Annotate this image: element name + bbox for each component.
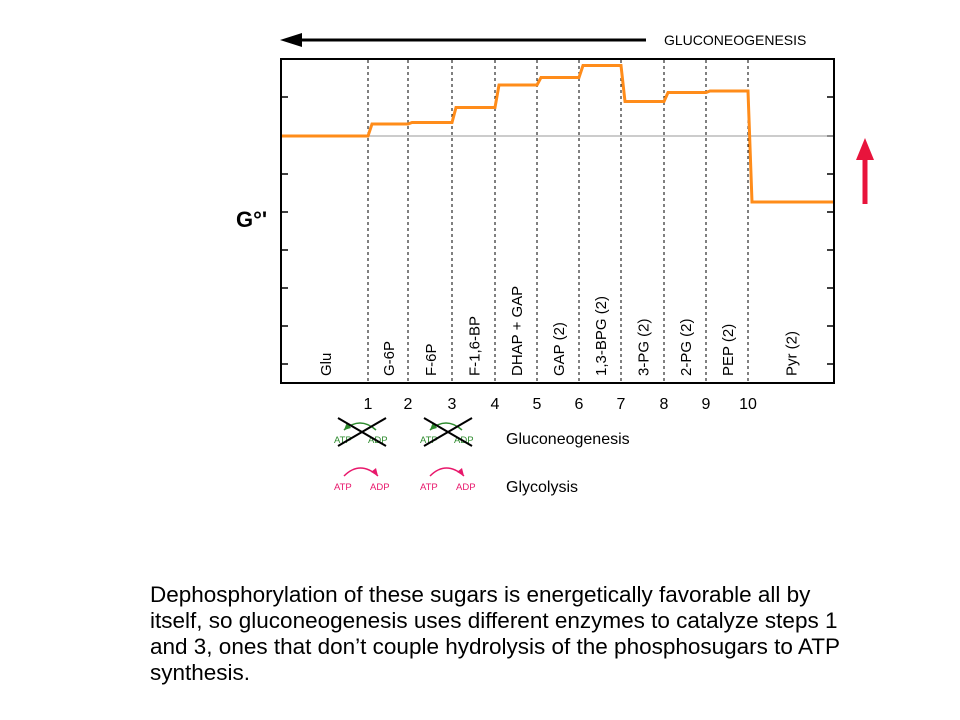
metabolite-label: GAP (2) [551, 322, 568, 376]
energy-profile-line [282, 64, 833, 204]
adp-label: ADP [456, 482, 476, 493]
step-number: 1 [364, 396, 373, 413]
legend-gluconeogenesis-step1: ATP ADP [334, 417, 388, 447]
gluconeogenesis-arrow-label: GLUCONEOGENESIS [664, 32, 806, 48]
step-number: 10 [739, 396, 757, 413]
plot-frame [280, 58, 835, 384]
metabolite-label: PEP (2) [720, 324, 737, 376]
metabolite-label: 3-PG (2) [636, 318, 653, 376]
caption-text: Dephosphorylation of these sugars is ene… [150, 582, 940, 686]
atp-label: ATP [420, 435, 438, 446]
step-numbers: 1 2 3 4 5 6 7 8 9 10 [364, 396, 757, 413]
step-number: 2 [404, 396, 413, 413]
legend-gluconeogenesis-label: Gluconeogenesis [506, 431, 630, 448]
up-arrow-icon [856, 138, 874, 204]
gluconeogenesis-arrow-head [280, 33, 302, 47]
step-number: 6 [575, 396, 584, 413]
atp-label: ATP [334, 435, 352, 446]
metabolite-label: Pyr (2) [784, 331, 801, 376]
metabolite-label: F-1,6-BP [467, 316, 484, 376]
step-number: 9 [702, 396, 711, 413]
legend-glycolysis-step3: ATP ADP [420, 467, 476, 493]
metabolite-label: DHAP + GAP [509, 286, 526, 376]
axis-ticks [282, 96, 833, 365]
step-number: 7 [617, 396, 626, 413]
caption-line: Dephosphorylation of these sugars is ene… [150, 582, 811, 607]
caption-line: itself, so gluconeogenesis uses differen… [150, 608, 838, 633]
legend-glycolysis-step1: ATP ADP [334, 467, 390, 493]
y-axis-label: G°' [236, 207, 267, 232]
step-number: 4 [491, 396, 500, 413]
metabolite-labels: Glu G-6P F-6P F-1,6-BP DHAP + GAP GAP (2) 1,3-… [318, 286, 801, 376]
metabolite-label: 2-PG (2) [678, 318, 695, 376]
step-number: 8 [660, 396, 669, 413]
atp-label: ATP [334, 482, 352, 493]
metabolite-label: Glu [318, 353, 335, 376]
metabolite-label: F-6P [423, 343, 440, 376]
legend-glycolysis-label: Glycolysis [506, 479, 578, 496]
step-number: 3 [448, 396, 457, 413]
step-number: 5 [533, 396, 542, 413]
caption-line: and 3, ones that don’t couple hydrolysis… [150, 634, 841, 659]
atp-label: ATP [420, 482, 438, 493]
metabolite-label: 1,3-BPG (2) [593, 296, 610, 376]
legend-gluconeogenesis-step3: ATP ADP [420, 417, 474, 447]
caption-line: synthesis. [150, 660, 251, 685]
adp-label: ADP [370, 482, 390, 493]
metabolite-label: G-6P [381, 341, 398, 376]
